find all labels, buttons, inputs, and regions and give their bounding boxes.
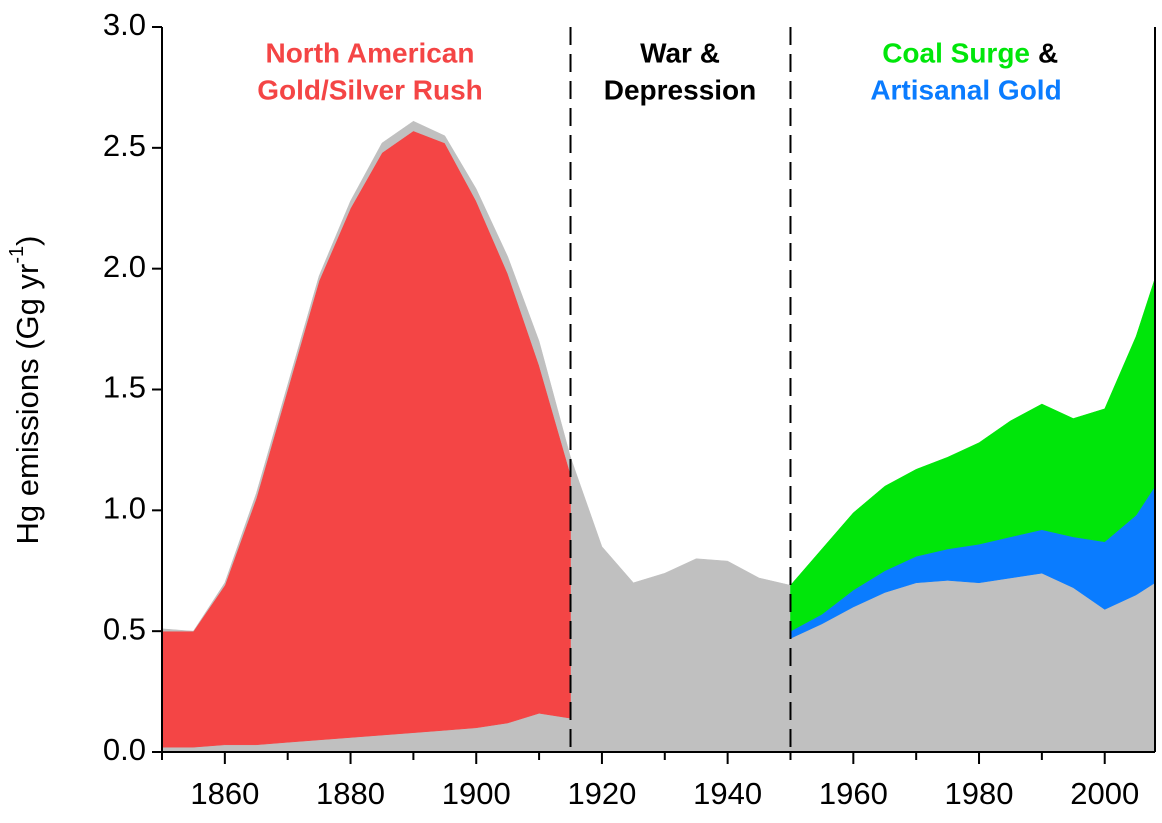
annotation: Gold/Silver Rush [257,74,483,105]
x-tick-label: 1900 [442,776,511,811]
x-tick-label: 1880 [316,776,385,811]
annotation: Coal Surge [882,37,1030,68]
y-tick-label: 1.0 [103,491,146,526]
y-tick-label: 2.5 [103,128,146,163]
annotation: Artisanal Gold [870,74,1061,105]
y-tick-label: 0.0 [103,732,146,767]
annotation: & [1038,37,1058,68]
x-tick-label: 2000 [1070,776,1139,811]
area [161,130,571,748]
y-tick-label: 1.5 [103,370,146,405]
x-tick-label: 1980 [945,776,1014,811]
annotation: War & [640,37,720,68]
y-tick-label: 3.0 [103,7,146,42]
x-tick-label: 1920 [567,776,636,811]
annotation: North American [265,37,474,68]
y-label-text: Hg emissions (Gg yr [10,264,45,545]
y-label-end: ) [10,236,45,246]
y-tick-label: 0.5 [103,611,146,646]
y-tick-label: 2.0 [103,249,146,284]
annotation: Depression [604,74,757,105]
y-label-sup: -1 [6,246,28,264]
x-tick-label: 1960 [819,776,888,811]
x-tick-label: 1860 [190,776,259,811]
y-axis-label: Hg emissions (Gg yr-1) [6,236,45,545]
x-tick-label: 1940 [693,776,762,811]
areas [161,120,1156,753]
